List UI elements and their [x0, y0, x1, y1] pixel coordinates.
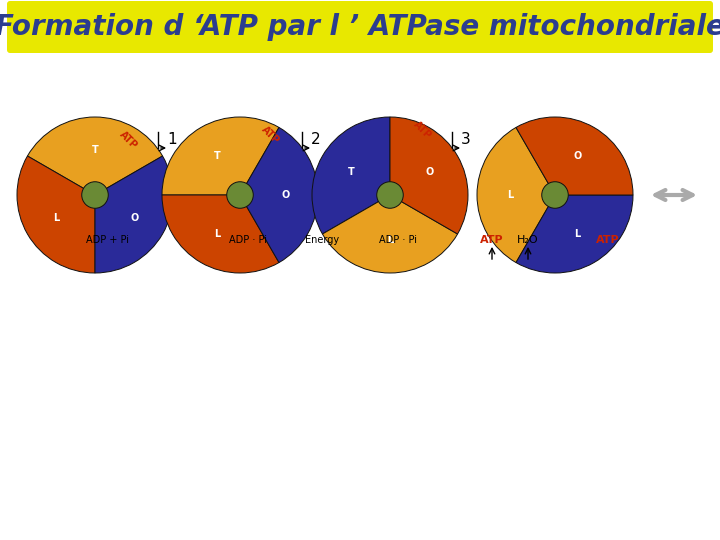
Text: ATP: ATP	[596, 235, 620, 245]
Text: ADP · Pi: ADP · Pi	[379, 235, 417, 245]
Wedge shape	[477, 127, 555, 262]
Text: 2: 2	[311, 132, 321, 147]
Text: O: O	[574, 151, 582, 161]
Wedge shape	[17, 156, 95, 273]
Circle shape	[82, 182, 108, 208]
Text: H₂O: H₂O	[517, 235, 539, 245]
Text: Energy: Energy	[305, 235, 339, 245]
Text: L: L	[53, 213, 59, 222]
Wedge shape	[516, 117, 633, 195]
Text: ADP + Pi: ADP + Pi	[86, 235, 130, 245]
Text: L: L	[507, 190, 513, 200]
Text: ADP · Pi: ADP · Pi	[229, 235, 267, 245]
Wedge shape	[162, 195, 279, 273]
Text: O: O	[425, 167, 433, 177]
Text: O: O	[281, 190, 289, 200]
Text: ATP: ATP	[411, 119, 433, 141]
Wedge shape	[240, 127, 318, 262]
Text: 3: 3	[461, 132, 471, 147]
Text: ATP: ATP	[117, 129, 139, 151]
Circle shape	[227, 182, 253, 208]
Wedge shape	[312, 117, 390, 234]
FancyBboxPatch shape	[7, 1, 713, 53]
Text: 1: 1	[167, 132, 177, 147]
Text: ATP: ATP	[259, 124, 281, 146]
Text: L: L	[575, 229, 581, 239]
Wedge shape	[516, 195, 633, 273]
Text: L: L	[215, 229, 220, 239]
Text: L: L	[387, 235, 393, 245]
Text: Formation d ‘ATP par l ’ ATPase mitochondriale: Formation d ‘ATP par l ’ ATPase mitochon…	[0, 13, 720, 41]
Wedge shape	[323, 195, 457, 273]
Wedge shape	[162, 117, 279, 195]
Text: O: O	[130, 213, 138, 222]
Text: T: T	[91, 145, 99, 155]
Circle shape	[541, 182, 568, 208]
Text: ATP: ATP	[480, 235, 504, 245]
Circle shape	[377, 182, 403, 208]
Wedge shape	[27, 117, 163, 195]
Text: T: T	[348, 167, 354, 177]
Wedge shape	[95, 156, 173, 273]
Wedge shape	[390, 117, 468, 234]
Text: T: T	[214, 151, 221, 161]
